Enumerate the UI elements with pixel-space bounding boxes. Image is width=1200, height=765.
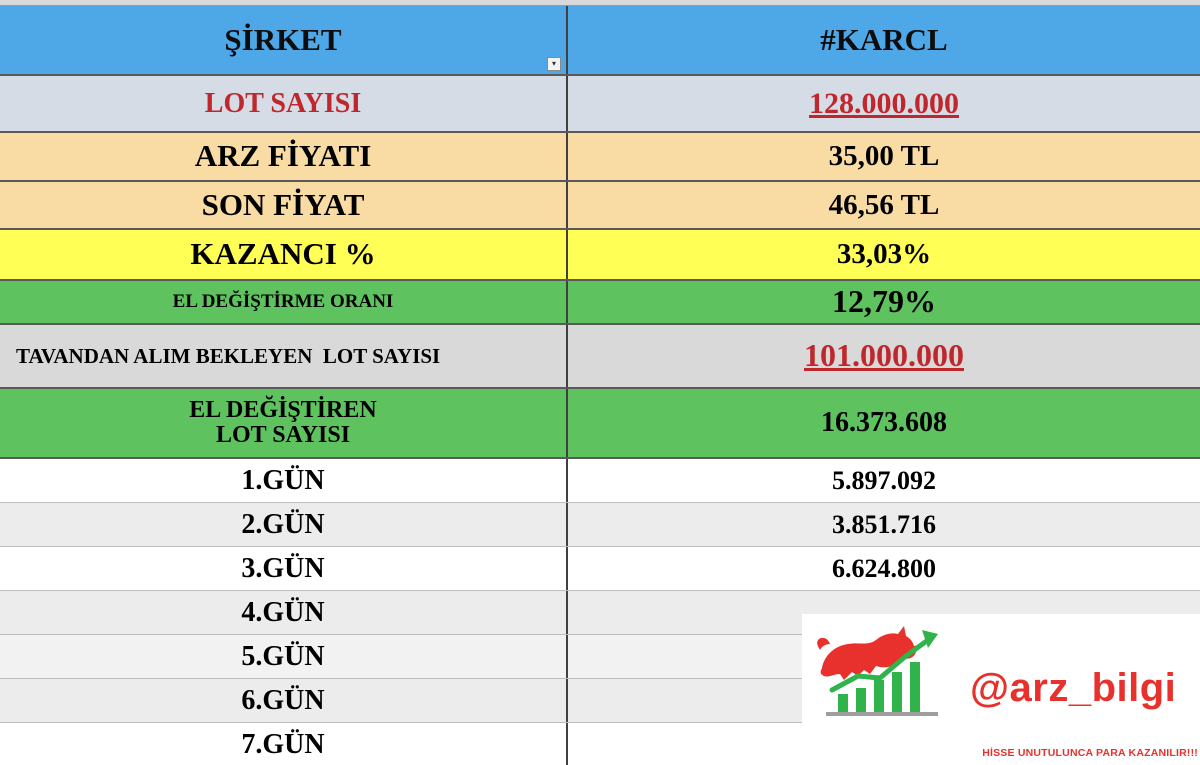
- day-row: 1.GÜN 5.897.092: [0, 459, 1200, 503]
- turnover-rate-value: 12,79%: [832, 283, 936, 320]
- gain-percent-label: KAZANCI %: [0, 230, 568, 279]
- header-ticker: #KARCL: [820, 21, 948, 57]
- ipo-summary-table: ŞİRKET ▾ #KARCL LOT SAYISI 128.000.000 A…: [0, 6, 1200, 765]
- day-label: 5.GÜN: [0, 635, 568, 678]
- gain-percent-row: KAZANCI % 33,03%: [0, 230, 1200, 281]
- filter-dropdown-icon[interactable]: ▾: [547, 57, 561, 71]
- day-label: 7.GÜN: [0, 723, 568, 765]
- traded-lots-value: 16.373.608: [821, 407, 947, 439]
- day-row: 2.GÜN 3.851.716: [0, 503, 1200, 547]
- gain-percent-value: 33,03%: [836, 238, 932, 271]
- lot-count-value: 128.000.000: [809, 86, 959, 120]
- day-value: 6.624.800: [832, 553, 936, 583]
- watermark-slogan: HİSSE UNUTULUNCA PARA KAZANILIR!!!: [982, 747, 1198, 759]
- watermark-handle: @arz_bilgi: [970, 666, 1177, 710]
- lot-count-label: LOT SAYISI: [0, 76, 568, 131]
- last-price-label: SON FİYAT: [0, 182, 568, 228]
- day-label: 2.GÜN: [0, 503, 568, 546]
- table-header-row: ŞİRKET ▾ #KARCL: [0, 6, 1200, 76]
- traded-lots-label-line1: EL DEĞİŞTİREN: [189, 396, 377, 423]
- watermark-badge: @arz_bilgi HİSSE UNUTULUNCA PARA KAZANIL…: [802, 614, 1200, 765]
- offer-price-value: 35,00 TL: [828, 140, 940, 173]
- day-row: 3.GÜN 6.624.800: [0, 547, 1200, 591]
- traded-lots-label-cell: EL DEĞİŞTİREN LOT SAYISI: [0, 389, 568, 457]
- lot-count-row: LOT SAYISI 128.000.000: [0, 76, 1200, 133]
- spreadsheet-column-strip: [0, 0, 1200, 6]
- header-company-cell: ŞİRKET ▾: [0, 6, 568, 74]
- last-price-value: 46,56 TL: [828, 188, 940, 221]
- turnover-rate-label: EL DEĞİŞTİRME ORANI: [0, 281, 568, 323]
- day-label: 3.GÜN: [0, 547, 568, 590]
- day-value: 3.851.716: [832, 509, 936, 539]
- traded-lots-label-line2: LOT SAYISI: [215, 422, 351, 448]
- last-price-row: SON FİYAT 46,56 TL: [0, 182, 1200, 230]
- day-label: 1.GÜN: [0, 459, 568, 502]
- offer-price-row: ARZ FİYATI 35,00 TL: [0, 133, 1200, 182]
- day-label: 6.GÜN: [0, 679, 568, 722]
- ceiling-waiting-lots-label: TAVANDAN ALIM BEKLEYEN LOT SAYISI: [0, 325, 568, 387]
- bull-growth-chart-icon: [817, 626, 938, 716]
- offer-price-label: ARZ FİYATI: [0, 133, 568, 180]
- header-company-label: ŞİRKET: [224, 21, 342, 57]
- turnover-rate-row: EL DEĞİŞTİRME ORANI 12,79%: [0, 281, 1200, 325]
- day-label: 4.GÜN: [0, 591, 568, 634]
- ceiling-waiting-lots-value: 101.000.000: [804, 337, 964, 374]
- traded-lots-row: EL DEĞİŞTİREN LOT SAYISI 16.373.608: [0, 389, 1200, 459]
- header-ticker-cell: #KARCL: [568, 6, 1200, 74]
- ceiling-waiting-lots-row: TAVANDAN ALIM BEKLEYEN LOT SAYISI 101.00…: [0, 325, 1200, 389]
- day-value: 5.897.092: [832, 465, 936, 495]
